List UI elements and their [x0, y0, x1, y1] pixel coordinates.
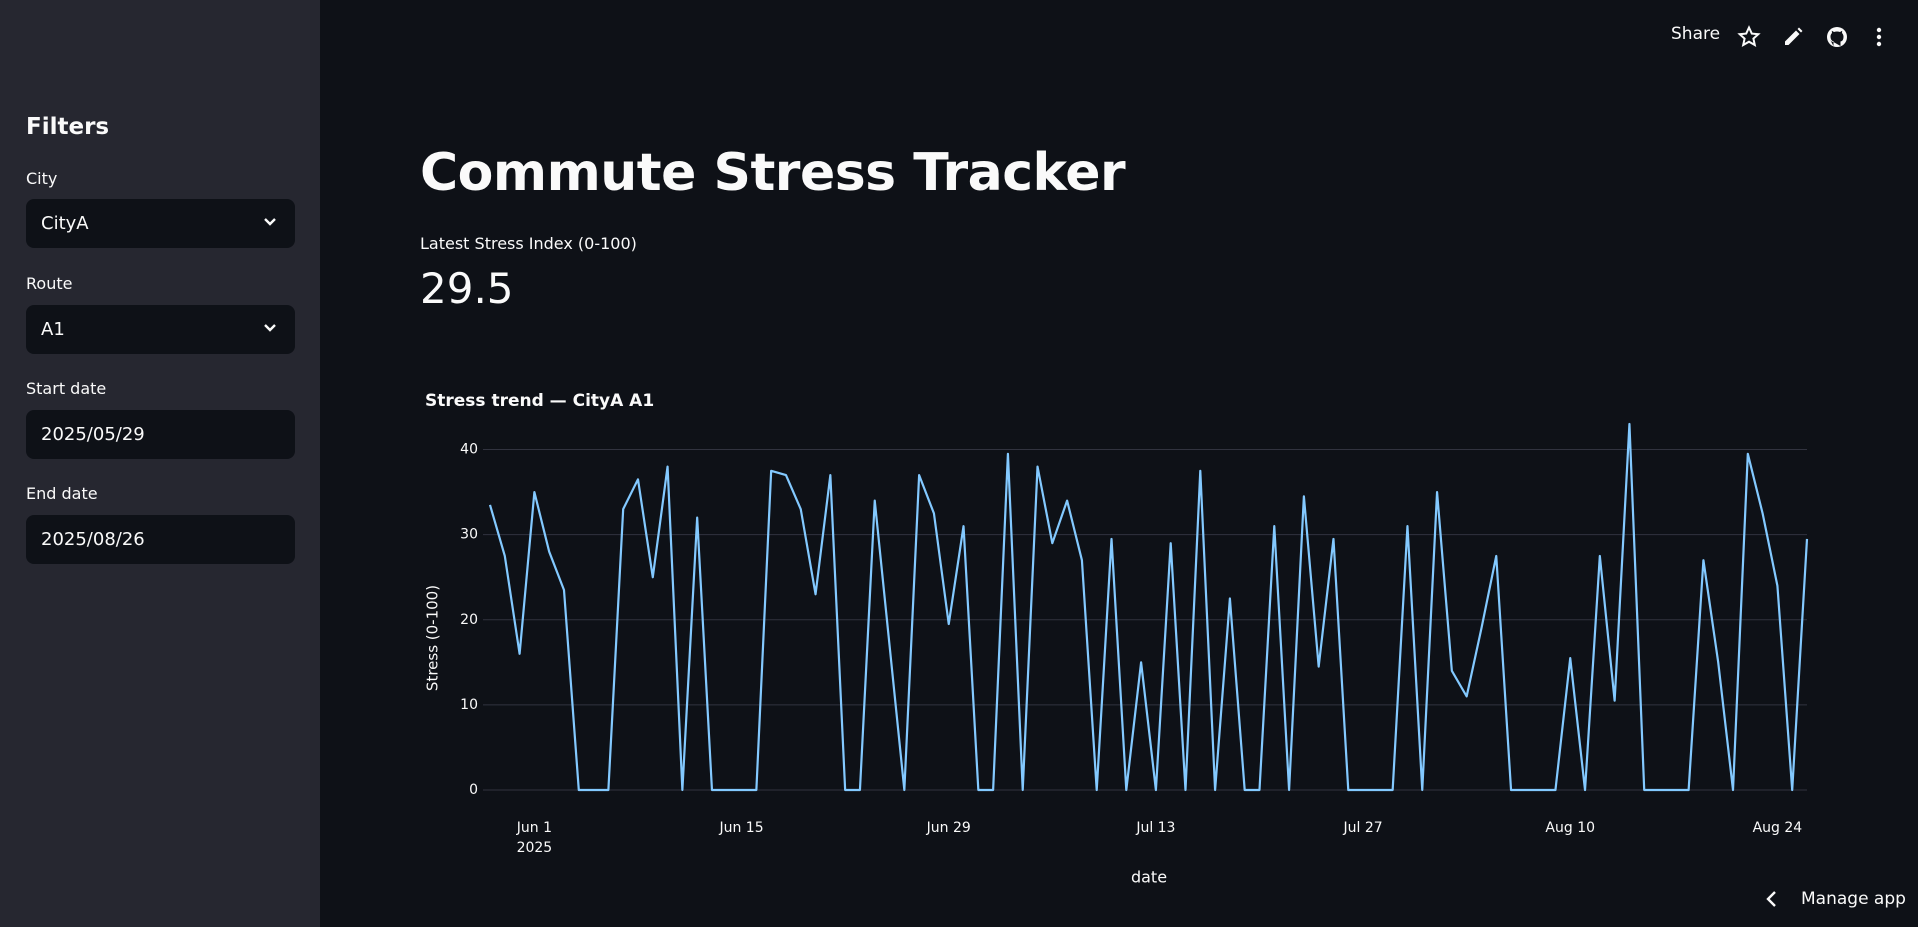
chart-title: Stress trend — CityA A1: [425, 391, 654, 411]
x-tick-label: Jul 13: [1135, 820, 1175, 836]
x-year-label: 2025: [517, 840, 553, 856]
chevron-icon: [264, 324, 276, 332]
sidebar: Filters City CityA Route A1 Start date 2…: [0, 0, 320, 927]
page-title: Commute Stress Tracker: [420, 143, 1126, 203]
input-value: 2025/05/29: [41, 424, 145, 445]
end-date-input[interactable]: 2025/08/26: [26, 515, 295, 564]
y-tick-label: 0: [469, 782, 478, 798]
chevron-icon: [264, 218, 276, 226]
y-tick-label: 10: [460, 697, 478, 713]
metric-label: Latest Stress Index (0-100): [420, 234, 637, 253]
sidebar-heading: Filters: [26, 114, 110, 140]
x-tick-label: Aug 24: [1753, 820, 1803, 836]
start-date-input[interactable]: 2025/05/29: [26, 410, 295, 459]
github-icon[interactable]: [1825, 25, 1849, 49]
manage-app-button[interactable]: Manage app: [1801, 889, 1906, 909]
x-tick-label: Jun 1: [516, 820, 552, 836]
field-label: Route: [26, 274, 73, 293]
field-label: City: [26, 169, 58, 188]
data-line: [488, 422, 1809, 792]
main: Share Commute Stress Tracker Latest Stre…: [320, 0, 1918, 927]
x-tick-label: Jun 29: [926, 820, 971, 836]
metric-value: 29.5: [420, 264, 514, 313]
chevron-left-icon[interactable]: [1765, 890, 1779, 908]
input-value: 2025/08/26: [41, 529, 145, 550]
menu-icon[interactable]: [1873, 25, 1885, 49]
x-tick-label: Jul 27: [1342, 820, 1382, 836]
y-tick-label: 20: [460, 612, 478, 628]
x-axis-label: date: [1131, 868, 1167, 887]
star-icon[interactable]: [1737, 25, 1761, 49]
city-select[interactable]: CityA: [26, 199, 295, 248]
chart: Stress trend — CityA A1 date Stress (0-1…: [424, 391, 1809, 887]
x-tick-label: Aug 10: [1545, 820, 1595, 836]
y-axis-label: Stress (0-100): [424, 585, 442, 691]
select-value: A1: [41, 319, 65, 340]
route-select[interactable]: A1: [26, 305, 295, 354]
select-value: CityA: [41, 213, 89, 234]
y-tick-label: 30: [460, 527, 478, 543]
y-tick-label: 40: [460, 442, 478, 458]
edit-icon[interactable]: [1782, 26, 1804, 48]
field-label: Start date: [26, 379, 107, 398]
share-button[interactable]: Share: [1671, 24, 1721, 44]
field-label: End date: [26, 484, 98, 503]
x-tick-label: Jun 15: [718, 820, 763, 836]
